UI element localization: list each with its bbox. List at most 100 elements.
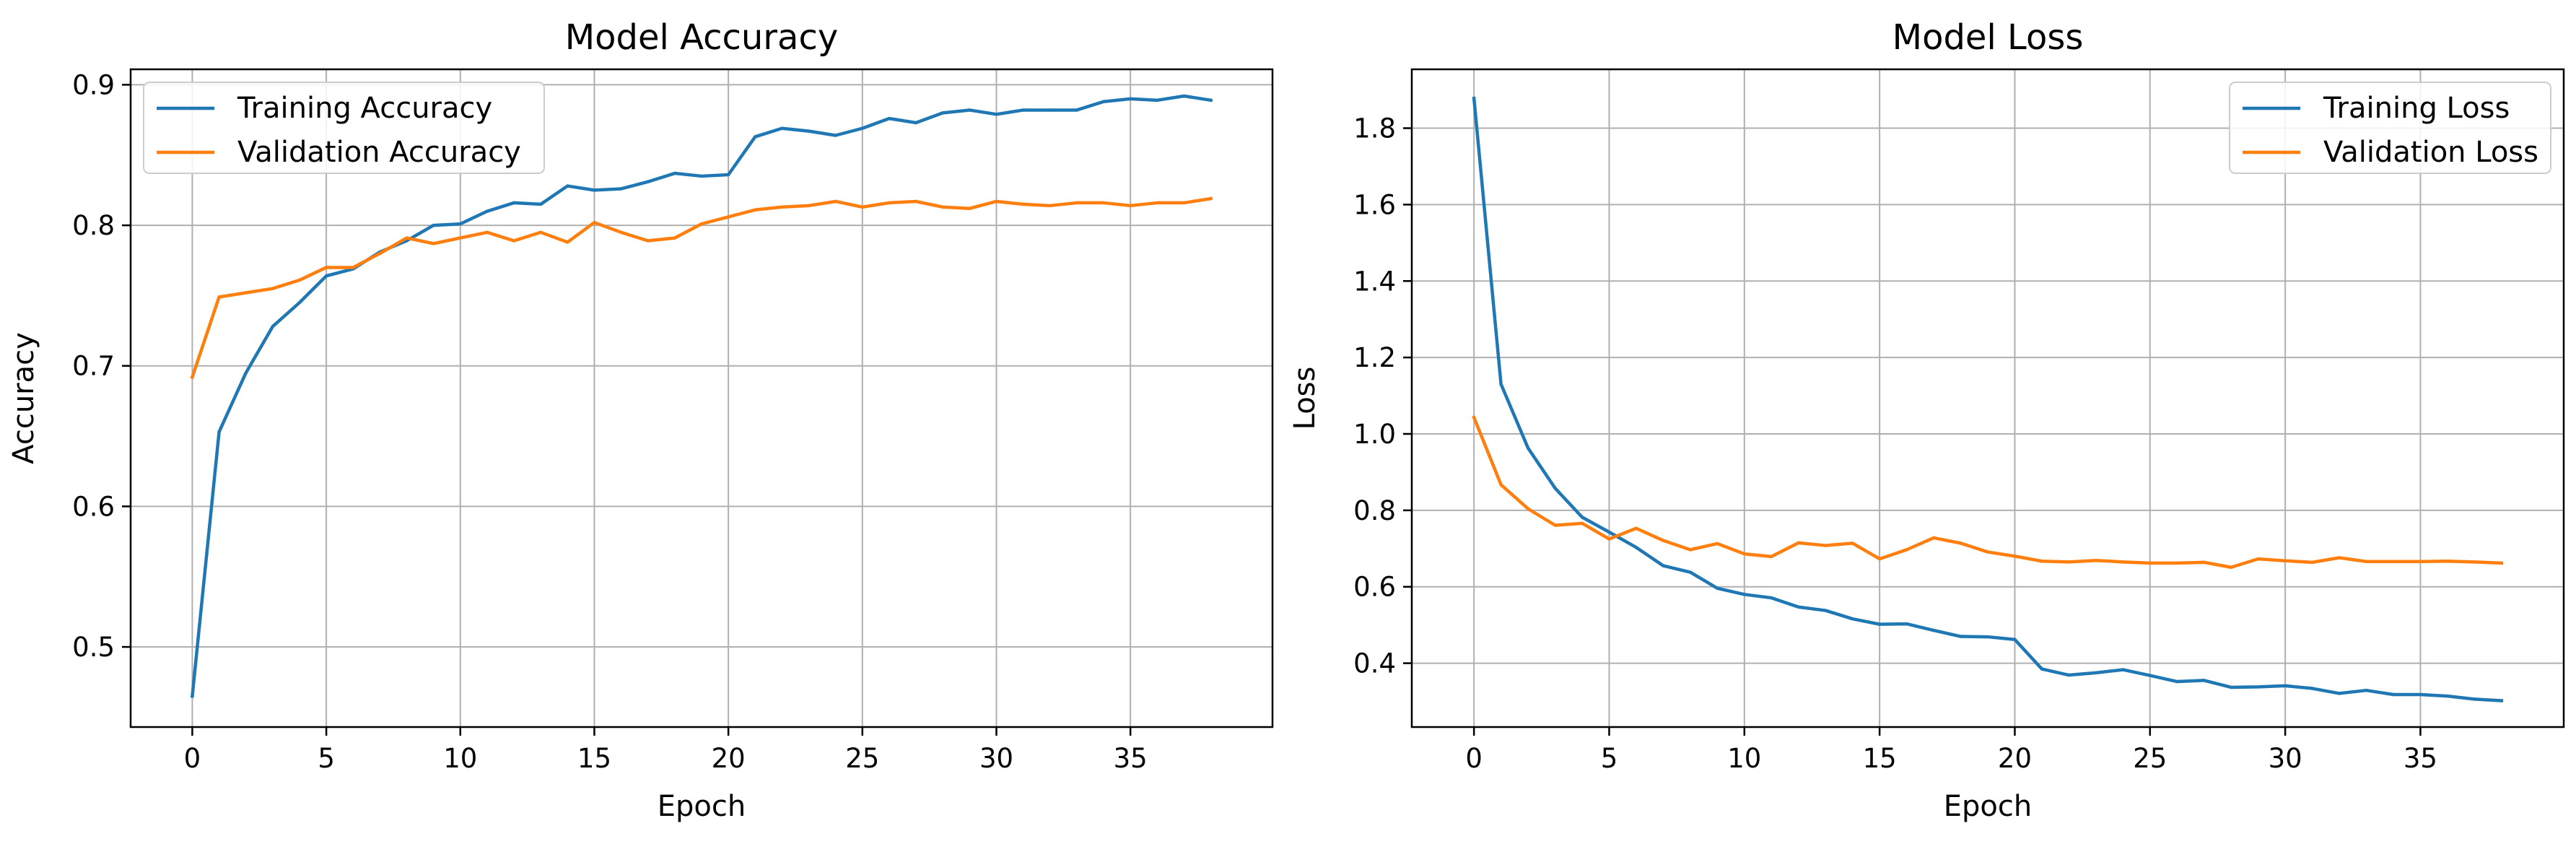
data-point [1905, 622, 1908, 626]
data-point [512, 201, 516, 205]
data-point [2419, 692, 2422, 697]
data-point [1048, 204, 1052, 208]
series-line-1 [190, 94, 1213, 698]
data-point [941, 205, 945, 209]
data-point [834, 134, 837, 137]
data-point [1824, 609, 1828, 612]
data-point [2121, 668, 2125, 671]
data-point [538, 202, 543, 206]
data-point [2337, 556, 2341, 560]
data-point [1607, 537, 1611, 541]
data-point [646, 239, 650, 243]
x-tick-label: 20 [1998, 743, 2032, 774]
data-point [2310, 687, 2314, 690]
y-tick-label: 0.8 [72, 210, 115, 241]
y-tick-label: 0.8 [1353, 495, 1396, 526]
data-point [1182, 201, 1186, 205]
data-point [2040, 560, 2044, 563]
x-tick-label: 10 [1727, 743, 1761, 774]
data-point [1824, 544, 1828, 547]
data-point [458, 236, 462, 240]
legend-label-1: Training Accuracy [237, 92, 492, 125]
data-point [887, 201, 891, 205]
data-point [191, 375, 194, 379]
data-point [2365, 688, 2368, 692]
data-point [566, 240, 569, 244]
data-point [217, 295, 221, 299]
data-point [244, 291, 248, 295]
y-tick-label: 1.6 [1353, 189, 1396, 220]
data-point [2175, 561, 2179, 565]
axes-frame [1410, 68, 2565, 728]
legend-label-2: Validation Accuracy [237, 136, 521, 169]
data-point [2202, 679, 2206, 682]
data-point [1796, 541, 1800, 545]
data-point [2175, 679, 2179, 684]
data-point [593, 188, 596, 192]
data-point [2445, 694, 2450, 698]
data-point [2229, 685, 2233, 689]
data-point [2337, 692, 2341, 695]
x-tick-label: 30 [979, 743, 1013, 774]
data-point [2121, 560, 2125, 564]
data-point [1021, 202, 1025, 206]
x-tick-label: 5 [318, 743, 335, 774]
data-point [619, 230, 623, 235]
x-axis-label: Epoch [658, 790, 746, 823]
y-tick-label: 0.7 [72, 351, 115, 382]
x-tick-label: 0 [184, 743, 201, 774]
data-point [1156, 201, 1159, 205]
data-point [1499, 483, 1503, 487]
data-point [1128, 204, 1132, 208]
data-point [217, 430, 221, 434]
data-point [1526, 507, 1530, 510]
data-point [297, 300, 302, 305]
y-tick-label: 0.5 [72, 632, 115, 663]
data-point [673, 236, 677, 240]
data-point [968, 206, 972, 210]
data-point [1075, 108, 1079, 112]
data-point [1472, 416, 1476, 419]
data-point [2013, 554, 2017, 558]
data-point [619, 187, 623, 191]
data-point [726, 173, 730, 177]
y-tick-label: 1.2 [1353, 342, 1396, 373]
data-point [860, 126, 865, 130]
data-point [1931, 628, 1936, 632]
data-point [2148, 674, 2152, 677]
data-point [807, 129, 811, 133]
data-point [538, 230, 543, 235]
data-point [1796, 605, 1800, 609]
x-tick-label: 10 [443, 743, 477, 774]
data-point [1553, 486, 1557, 490]
data-point [2283, 684, 2287, 688]
data-point [1182, 94, 1186, 98]
data-point [1770, 596, 1773, 600]
data-point [995, 199, 998, 204]
data-point [271, 325, 275, 329]
chart-title: Model Loss [1892, 17, 2084, 58]
data-point [2499, 699, 2504, 702]
data-point [2310, 560, 2314, 565]
data-point [593, 220, 596, 225]
data-point [244, 371, 248, 375]
data-point [2391, 692, 2396, 697]
data-point [699, 174, 704, 178]
y-axis-label: Accuracy [7, 332, 40, 464]
data-point [2256, 557, 2260, 561]
data-point [1662, 539, 1665, 542]
data-point [378, 251, 382, 256]
data-point [2473, 697, 2476, 701]
data-point [297, 278, 302, 282]
y-tick-label: 1.0 [1353, 419, 1396, 450]
data-point [2148, 561, 2152, 565]
data-point [1688, 570, 1693, 574]
data-point [914, 199, 918, 204]
data-point [968, 108, 972, 112]
data-point [1742, 593, 1747, 596]
data-point [2202, 560, 2206, 565]
data-point [1499, 382, 1503, 386]
data-point [1716, 541, 1719, 546]
data-point [2067, 560, 2071, 564]
data-point [2365, 560, 2368, 563]
